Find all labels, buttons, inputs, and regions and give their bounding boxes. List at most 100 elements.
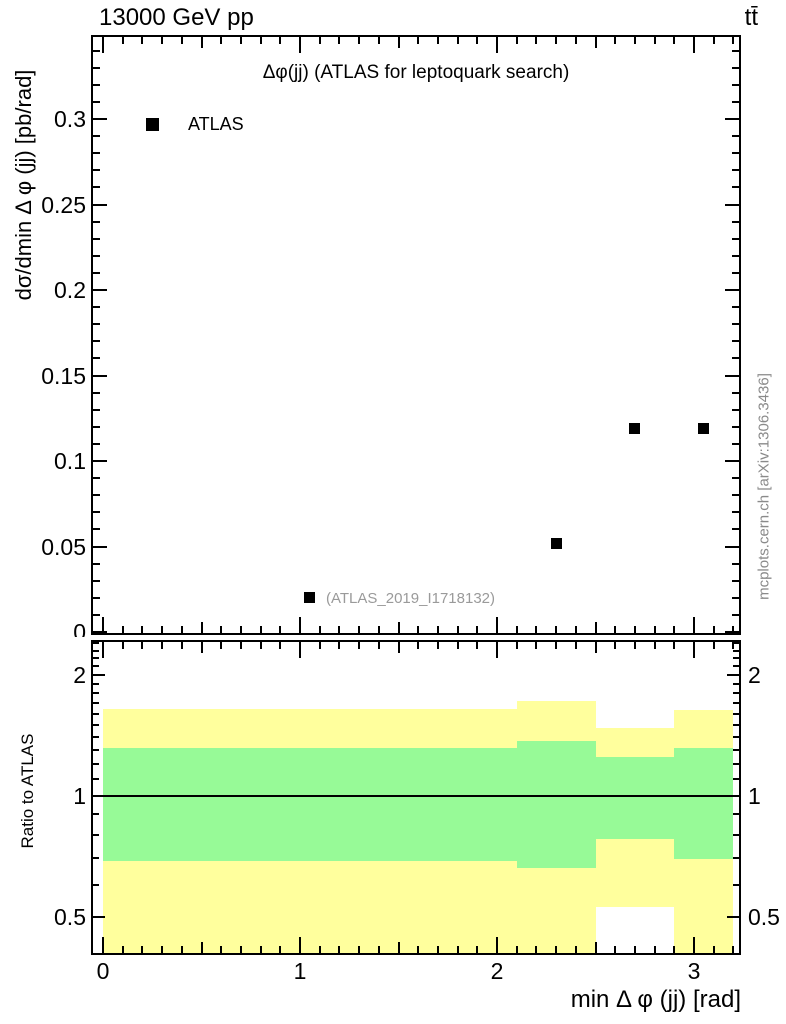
x-tick xyxy=(102,617,104,633)
x-tick xyxy=(122,37,124,44)
x-tick xyxy=(122,946,124,953)
x-tick xyxy=(654,642,656,649)
x-tick xyxy=(358,642,360,649)
x-tick xyxy=(338,626,340,633)
y-tick-main xyxy=(732,169,739,171)
y-tick-main xyxy=(732,580,739,582)
y-tick-main xyxy=(93,357,100,359)
ratio-y-tick-label-right: 1 xyxy=(748,783,761,809)
x-tick xyxy=(378,626,380,633)
y-tick-main xyxy=(93,614,100,616)
x-tick xyxy=(595,942,597,953)
x-tick xyxy=(260,37,262,44)
x-tick xyxy=(398,942,400,953)
y-tick-main xyxy=(93,494,100,496)
ratio-plot-panel xyxy=(91,640,741,955)
x-tick xyxy=(102,642,104,658)
ratio-baseline xyxy=(93,795,739,797)
ratio-y-tick-label-left: 1 xyxy=(73,783,86,809)
x-tick xyxy=(240,37,242,44)
y-tick-main xyxy=(732,67,739,69)
y-tick-ratio-major xyxy=(93,795,105,797)
y-tick-main xyxy=(725,289,739,291)
x-tick xyxy=(437,946,439,953)
y-tick-ratio-minor xyxy=(733,642,739,644)
main-y-tick-label: 0.25 xyxy=(41,192,86,218)
y-tick-main xyxy=(93,135,100,137)
y-tick-main xyxy=(93,84,100,86)
y-tick-main xyxy=(732,614,739,616)
y-tick-ratio-minor xyxy=(93,778,99,780)
y-tick-main xyxy=(93,272,100,274)
y-tick-main xyxy=(93,323,100,325)
y-tick-ratio-minor xyxy=(733,749,739,751)
x-tick xyxy=(102,37,104,53)
y-tick-main xyxy=(93,631,107,633)
x-tick xyxy=(476,37,478,44)
x-tick-label: 0 xyxy=(96,958,110,984)
y-tick-main xyxy=(732,238,739,240)
y-tick-ratio-minor xyxy=(93,834,99,836)
x-tick xyxy=(240,946,242,953)
x-tick xyxy=(338,642,340,649)
main-plot-panel xyxy=(91,35,741,635)
x-tick xyxy=(319,37,321,44)
y-tick-ratio-minor xyxy=(733,884,739,886)
x-tick xyxy=(457,626,459,633)
x-tick xyxy=(279,626,281,633)
ratio-band-green xyxy=(517,741,596,868)
x-tick xyxy=(122,626,124,633)
y-tick-ratio-minor xyxy=(93,813,99,815)
x-tick xyxy=(378,946,380,953)
y-tick-main xyxy=(732,597,739,599)
main-y-tick-label: 0.1 xyxy=(54,448,86,474)
x-tick xyxy=(201,622,203,633)
y-tick-ratio-minor xyxy=(733,778,739,780)
x-tick xyxy=(201,642,203,653)
y-tick-main xyxy=(93,204,107,206)
y-tick-main xyxy=(93,375,107,377)
x-tick-label: 1 xyxy=(293,958,307,984)
x-tick xyxy=(457,642,459,649)
x-tick xyxy=(437,37,439,44)
data-point-marker xyxy=(629,423,640,434)
y-tick-main xyxy=(732,135,739,137)
y-tick-ratio-minor xyxy=(93,724,99,726)
x-tick xyxy=(713,626,715,633)
y-tick-ratio-minor xyxy=(93,642,99,644)
y-tick-ratio-minor xyxy=(93,692,99,694)
y-tick-ratio-minor xyxy=(733,713,739,715)
main-y-tick-label: 0.05 xyxy=(41,534,86,560)
y-tick-ratio-major xyxy=(727,916,739,918)
header-process-label: tt̄ xyxy=(744,4,758,31)
y-tick-ratio-minor xyxy=(733,657,739,659)
x-tick xyxy=(634,642,636,649)
y-tick-main xyxy=(93,152,100,154)
y-tick-ratio-minor xyxy=(733,736,739,738)
x-tick xyxy=(654,626,656,633)
y-tick-main xyxy=(732,426,739,428)
y-tick-main xyxy=(732,186,739,188)
y-tick-main xyxy=(93,597,100,599)
x-tick xyxy=(595,642,597,653)
x-tick xyxy=(476,946,478,953)
x-tick xyxy=(141,642,143,649)
x-tick-label: 2 xyxy=(490,958,504,984)
x-tick xyxy=(181,642,183,649)
x-tick xyxy=(279,642,281,649)
y-tick-main xyxy=(93,238,100,240)
x-tick xyxy=(575,37,577,44)
y-tick-main xyxy=(732,511,739,513)
y-tick-main xyxy=(732,409,739,411)
x-tick xyxy=(201,942,203,953)
y-tick-main xyxy=(93,50,100,52)
header-collision-energy: 13000 GeV pp xyxy=(99,4,254,31)
y-tick-main xyxy=(93,580,100,582)
y-tick-main xyxy=(732,50,739,52)
y-tick-main xyxy=(732,392,739,394)
x-tick xyxy=(181,946,183,953)
ratio-y-tick-label-left: 0.5 xyxy=(54,904,86,930)
y-tick-main xyxy=(732,84,739,86)
y-tick-main xyxy=(93,460,107,462)
